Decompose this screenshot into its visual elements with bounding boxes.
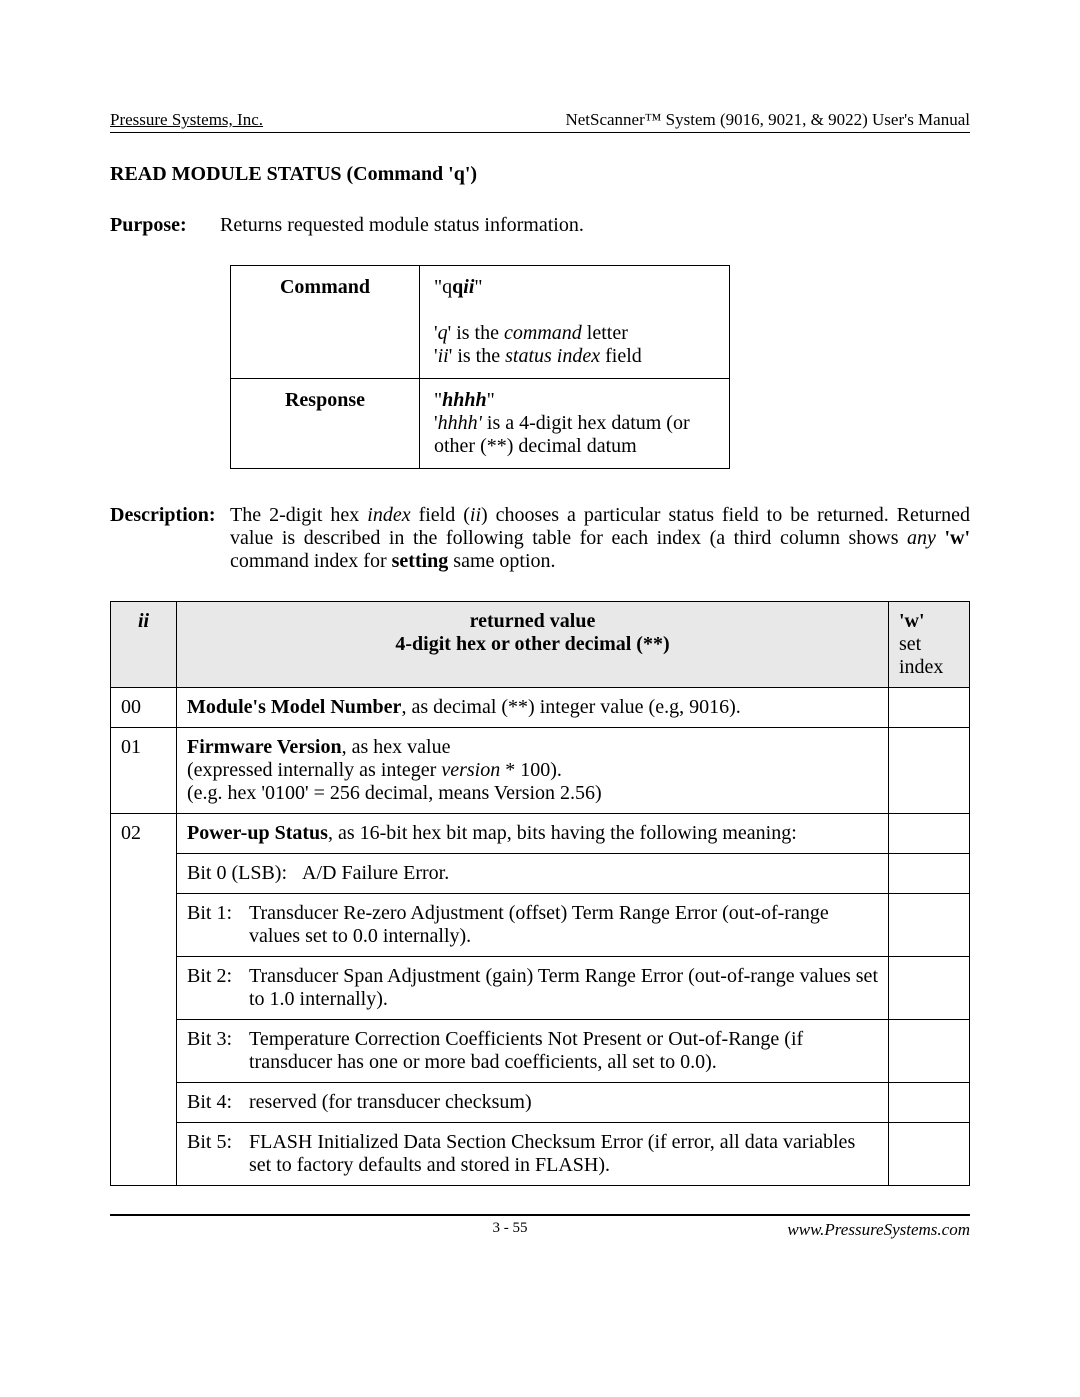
description-row: Description: The 2-digit hex index field… [110,504,970,573]
page-footer: 3 - 55 www.PressureSystems.com [110,1220,970,1240]
header-right: NetScanner™ System (9016, 9021, & 9022) … [565,110,970,130]
header-left: Pressure Systems, Inc. [110,110,263,130]
page: Pressure Systems, Inc. NetScanner™ Syste… [0,0,1080,1397]
description-body: The 2-digit hex index field (ii) chooses… [230,504,970,573]
response-label: Response [231,379,420,469]
table-row: 02 Power-up Status, as 16-bit hex bit ma… [111,814,970,854]
page-header: Pressure Systems, Inc. NetScanner™ Syste… [110,110,970,133]
table-row: Bit 1:Transducer Re-zero Adjustment (off… [111,894,970,957]
command-label: Command [231,266,420,379]
th-returned: returned value 4-digit hex or other deci… [177,602,889,688]
table-row: Bit 0 (LSB): A/D Failure Error. [111,854,970,894]
response-cell: "hhhh" 'hhhh' is a 4-digit hex datum (or… [420,379,730,469]
command-table: Command "qqii" 'q' is the command letter… [230,265,730,469]
purpose-row: Purpose: Returns requested module status… [110,214,970,237]
table-row: 00 Module's Model Number, as decimal (**… [111,688,970,728]
purpose-label: Purpose: [110,214,220,237]
table-row: 01 Firmware Version, as hex value (expre… [111,728,970,814]
status-table: ii returned value 4-digit hex or other d… [110,601,970,1186]
page-number: 3 - 55 [310,1220,710,1240]
footer-rule [110,1214,970,1216]
table-row: Bit 2:Transducer Span Adjustment (gain) … [111,957,970,1020]
table-row: Bit 3:Temperature Correction Coefficient… [111,1020,970,1083]
purpose-text: Returns requested module status informat… [220,214,584,237]
table-row: Bit 4:reserved (for transducer checksum) [111,1083,970,1123]
section-title: READ MODULE STATUS (Command 'q') [110,163,970,186]
footer-url: www.PressureSystems.com [710,1220,970,1240]
description-label: Description: [110,504,230,573]
th-w: 'w' set index [889,602,970,688]
command-cell: "qqii" 'q' is the command letter 'ii' is… [420,266,730,379]
th-ii: ii [111,602,177,688]
table-row: Bit 5:FLASH Initialized Data Section Che… [111,1123,970,1186]
